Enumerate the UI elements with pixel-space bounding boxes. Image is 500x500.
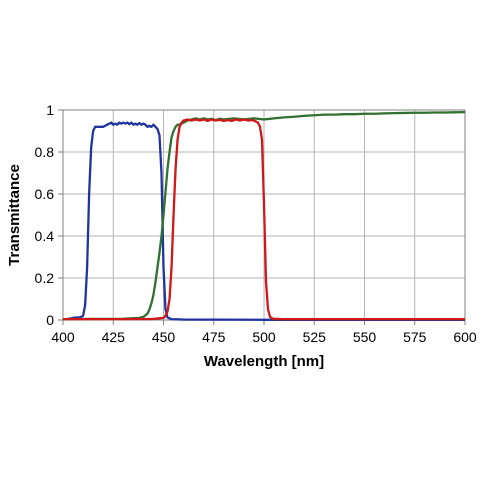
y-tick-label: 0.4	[35, 228, 55, 244]
y-axis-title: Transmittance	[6, 164, 23, 266]
x-tick-label: 600	[453, 329, 477, 345]
y-tick-label: 0	[46, 312, 54, 328]
y-tick-label: 0.6	[35, 186, 55, 202]
x-tick-label: 425	[102, 329, 126, 345]
transmittance-chart: 400 425 450 475 500 525 550 575 600 0 0.2 0.4 0.6 0.8…	[0, 0, 500, 500]
x-tick-label: 500	[252, 329, 276, 345]
y-tick-label: 0.2	[35, 270, 55, 286]
x-tick-label: 450	[152, 329, 176, 345]
x-tick-label: 575	[403, 329, 427, 345]
x-tick-label: 475	[202, 329, 226, 345]
x-axis-title: Wavelength [nm]	[204, 353, 324, 370]
x-tick-label: 550	[353, 329, 377, 345]
y-tick-label: 1	[46, 102, 54, 118]
y-tick-label: 0.8	[35, 144, 55, 160]
x-tick-label: 400	[51, 329, 75, 345]
x-tick-label: 525	[303, 329, 327, 345]
